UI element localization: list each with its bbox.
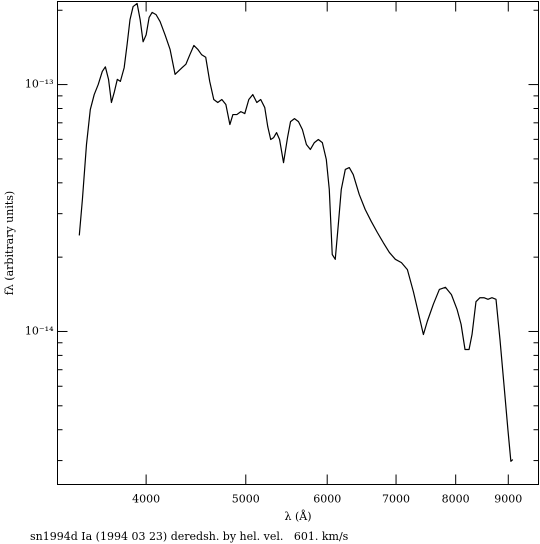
x-tick-label: 4000 xyxy=(132,493,160,506)
spectrum-line xyxy=(78,2,514,462)
plot-frame xyxy=(57,1,539,485)
x-tick-label: 5000 xyxy=(232,493,260,506)
y-axis-label: fλ (arbitrary units) xyxy=(3,191,16,295)
caption: sn1994d Ia (1994 03 23) deredsh. by hel.… xyxy=(30,530,349,543)
y-tick-label: 10⁻¹³ xyxy=(25,78,54,91)
x-tick-label: 8000 xyxy=(442,493,470,506)
x-tick-label: 9000 xyxy=(494,493,522,506)
x-axis-label: λ (Å) xyxy=(285,509,312,523)
x-tick-label: 6000 xyxy=(313,493,341,506)
y-tick-label: 10⁻¹⁴ xyxy=(25,324,54,337)
x-tick-label: 7000 xyxy=(382,493,410,506)
